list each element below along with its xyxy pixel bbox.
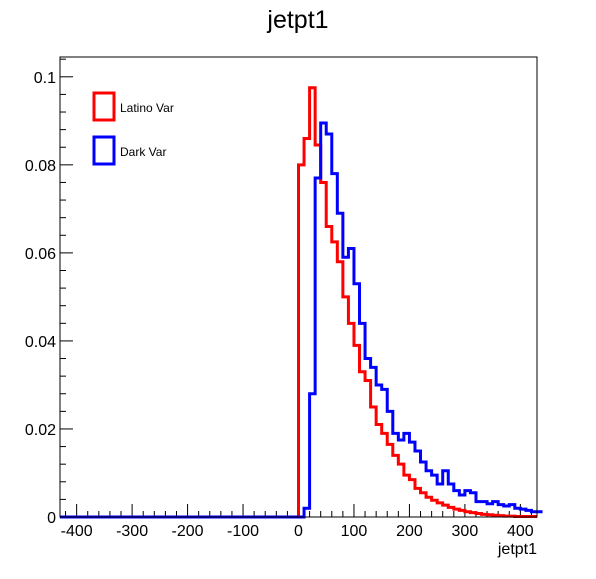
x-tick-label: 300 [452,523,479,540]
y-tick-label: 0 [47,510,56,527]
legend-label: Dark Var [120,145,166,159]
x-tick-label: -100 [227,523,259,540]
x-tick-label: 400 [507,523,534,540]
y-tick-label: 0.02 [25,422,56,439]
legend-swatch [92,135,116,166]
x-tick-label: -400 [61,523,93,540]
x-tick-label: 0 [294,523,303,540]
x-tick-label: -200 [172,523,204,540]
y-tick-label: 0.1 [34,70,56,87]
plot-frame [59,56,538,518]
y-tick-label: 0.08 [25,158,56,175]
chart-title: jetpt1 [266,6,328,34]
y-tick-label: 0.04 [25,334,56,351]
x-tick-label: 200 [396,523,423,540]
x-tick-label: 100 [341,523,368,540]
legend-label: Latino Var [120,101,174,115]
legend-swatch [92,91,116,122]
x-axis-label: jetpt1 [497,541,537,558]
x-tick-label: -300 [116,523,148,540]
y-tick-label: 0.06 [25,246,56,263]
